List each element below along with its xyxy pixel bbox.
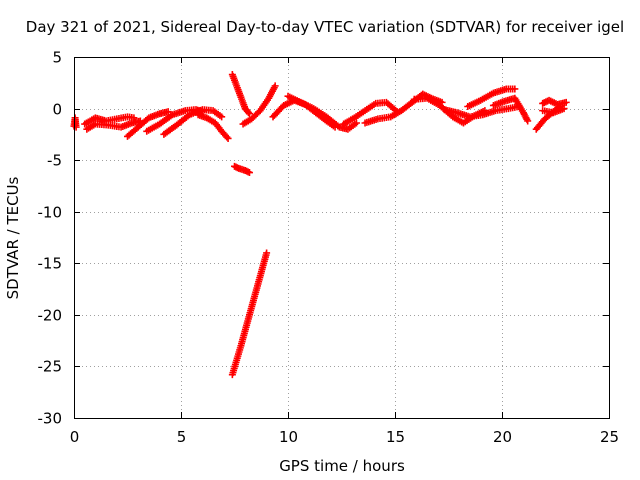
series-arc-15 [361, 90, 446, 127]
x-tick-label: 0 [70, 428, 80, 446]
data-point [560, 105, 568, 113]
data-point [72, 123, 80, 131]
x-tick-label: 10 [279, 428, 298, 446]
y-tick-label: 5 [52, 49, 62, 67]
data-point [352, 119, 360, 127]
series-arc-10 [228, 249, 271, 379]
y-axis-label: SDTVAR / TECUs [4, 176, 22, 299]
data-point [223, 133, 231, 141]
x-tick-label: 5 [177, 428, 187, 446]
chart-title: Day 321 of 2021, Sidereal Day-to-day VTE… [26, 18, 624, 36]
data-point [562, 98, 570, 106]
series-arc-9 [231, 162, 253, 177]
data-point [524, 117, 532, 125]
grid [74, 57, 609, 418]
y-tick-label: -10 [38, 204, 63, 222]
series-arc-18 [464, 85, 519, 111]
y-tick-label: -30 [38, 410, 63, 428]
series-arc-1 [70, 114, 80, 131]
data-point [263, 249, 271, 257]
y-tick-label: 0 [52, 101, 62, 119]
y-tick-label: -15 [38, 255, 63, 273]
x-tick-label: 15 [386, 428, 405, 446]
series-arc-4 [124, 108, 172, 140]
tick-labels: 0 5 10 15 20 25 5 0 -5 -10 -15 -20 -25 -30 [38, 49, 620, 447]
x-axis-label: GPS time / hours [279, 457, 405, 475]
x-tick-label: 20 [493, 428, 512, 446]
series-arc-8 [228, 71, 253, 118]
series-arc-22 [539, 105, 568, 117]
data-point [224, 134, 232, 142]
series-arc-11 [239, 82, 279, 128]
data-point [244, 108, 252, 116]
data-points [70, 71, 570, 379]
data-point [164, 108, 172, 116]
series-arc-2 [81, 113, 138, 128]
axis-ticks [74, 57, 610, 419]
y-tick-label: -25 [38, 358, 63, 376]
y-tick-label: -5 [47, 152, 62, 170]
series-arc-19 [489, 94, 532, 125]
series-arc-7 [194, 111, 232, 142]
x-tick-label: 25 [600, 428, 619, 446]
data-point [271, 82, 279, 90]
data-point [245, 169, 253, 177]
y-tick-label: -20 [38, 307, 63, 325]
data-point [245, 110, 253, 118]
series-arc-13 [284, 92, 360, 133]
series-arc-3 [83, 117, 144, 133]
plot-frame [74, 57, 610, 419]
series-arc-21 [539, 96, 570, 108]
data-point [218, 113, 226, 121]
data-point [511, 85, 519, 93]
series-arc-17 [440, 103, 523, 121]
series-arc-6 [160, 106, 226, 138]
